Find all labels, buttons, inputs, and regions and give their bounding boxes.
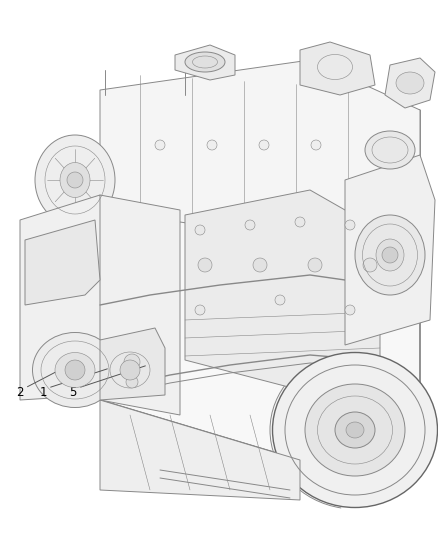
- Circle shape: [120, 360, 140, 380]
- Ellipse shape: [376, 239, 404, 271]
- Circle shape: [126, 376, 138, 388]
- Text: 2: 2: [16, 386, 24, 400]
- Polygon shape: [175, 45, 235, 80]
- Circle shape: [124, 354, 140, 370]
- Ellipse shape: [272, 352, 438, 507]
- Polygon shape: [185, 190, 380, 390]
- Ellipse shape: [185, 52, 225, 72]
- Circle shape: [65, 360, 85, 380]
- Polygon shape: [100, 110, 420, 460]
- Circle shape: [345, 220, 355, 230]
- Text: 1: 1: [39, 386, 47, 400]
- Ellipse shape: [55, 352, 95, 387]
- Circle shape: [308, 258, 322, 272]
- Polygon shape: [100, 328, 165, 400]
- Ellipse shape: [346, 422, 364, 438]
- Circle shape: [245, 220, 255, 230]
- Ellipse shape: [365, 131, 415, 169]
- Ellipse shape: [335, 412, 375, 448]
- Text: 5: 5: [69, 386, 77, 400]
- Circle shape: [259, 140, 269, 150]
- Polygon shape: [345, 155, 435, 345]
- Circle shape: [345, 305, 355, 315]
- Ellipse shape: [305, 384, 405, 476]
- Circle shape: [198, 258, 212, 272]
- Polygon shape: [300, 42, 375, 95]
- Polygon shape: [100, 195, 180, 415]
- Circle shape: [363, 258, 377, 272]
- Polygon shape: [100, 400, 300, 500]
- Circle shape: [195, 225, 205, 235]
- Ellipse shape: [396, 72, 424, 94]
- Polygon shape: [20, 195, 105, 400]
- Circle shape: [195, 305, 205, 315]
- Ellipse shape: [35, 135, 115, 225]
- Ellipse shape: [32, 333, 117, 408]
- Circle shape: [207, 140, 217, 150]
- Polygon shape: [25, 220, 100, 305]
- Circle shape: [295, 217, 305, 227]
- Polygon shape: [385, 58, 435, 108]
- Circle shape: [275, 295, 285, 305]
- Ellipse shape: [60, 163, 90, 198]
- Circle shape: [253, 258, 267, 272]
- Ellipse shape: [355, 215, 425, 295]
- Circle shape: [382, 247, 398, 263]
- Circle shape: [155, 140, 165, 150]
- Ellipse shape: [102, 345, 158, 395]
- Circle shape: [311, 140, 321, 150]
- Polygon shape: [100, 60, 420, 240]
- Circle shape: [67, 172, 83, 188]
